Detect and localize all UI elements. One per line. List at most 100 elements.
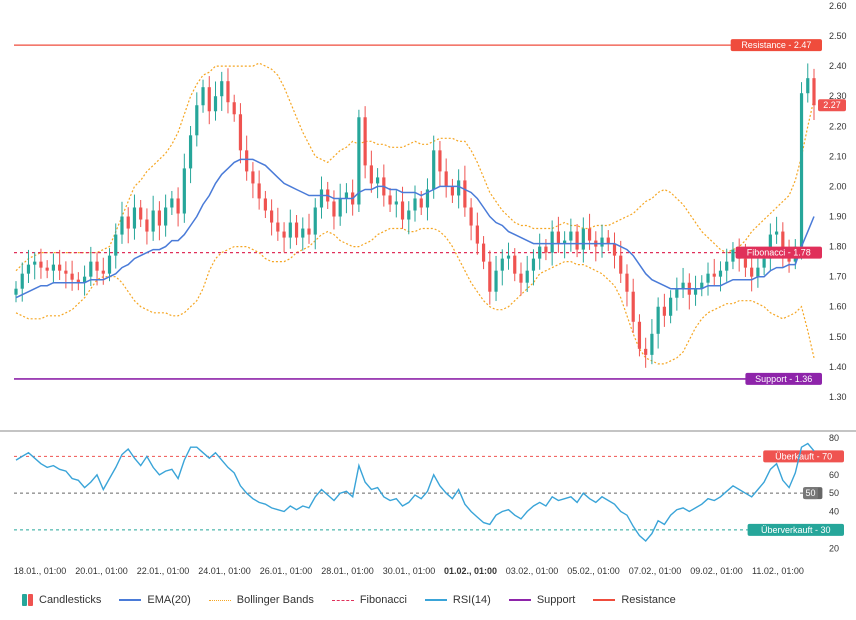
price-tick-label: 1.30 <box>829 392 847 402</box>
candlestick <box>706 262 710 296</box>
candle-body <box>575 231 579 250</box>
legend-item-fibonacci[interactable]: Fibonacci <box>331 594 407 606</box>
candlestick <box>245 135 249 181</box>
candle-body <box>14 288 18 295</box>
candle-body <box>270 210 274 223</box>
candlestick <box>101 257 105 285</box>
candlestick <box>213 81 218 121</box>
candle-body <box>450 186 455 196</box>
price-tick-label: 1.70 <box>829 272 847 282</box>
price-tick-label: 1.90 <box>829 212 847 222</box>
candle-body <box>213 96 218 112</box>
legend-label: Candlesticks <box>39 594 102 606</box>
candlestick <box>575 224 579 258</box>
candle-body <box>425 189 430 208</box>
candle-body <box>550 231 554 253</box>
candlestick <box>201 79 205 113</box>
rsi-level-tag <box>763 450 844 463</box>
candlestick <box>263 190 267 219</box>
price-tick-label: 1.40 <box>829 362 847 372</box>
candle-body <box>731 249 735 262</box>
legend-label: Fibonacci <box>359 594 407 606</box>
candlestick <box>207 76 211 125</box>
candle-body <box>600 237 604 247</box>
legend-item-rsi[interactable]: RSI(14) <box>424 594 491 606</box>
candle-body <box>569 231 573 241</box>
candle-body <box>500 258 504 271</box>
chart-canvas[interactable]: 1.30 1.40 1.50 1.60 1.70 1.80 1.90 2.00 2.10 2.20… <box>0 0 856 586</box>
candlestick <box>556 216 560 253</box>
candle-body <box>257 183 261 199</box>
candle-body <box>619 255 623 274</box>
candlestick <box>656 297 660 349</box>
candlestick <box>700 275 704 297</box>
last-price-label: 2.27 <box>823 100 841 110</box>
legend-item-ema[interactable]: EMA(20) <box>119 594 191 606</box>
candlestick <box>338 183 342 226</box>
candlestick <box>687 273 691 310</box>
candle-body <box>612 243 617 256</box>
candle-body <box>563 240 567 244</box>
candle-body <box>319 189 324 208</box>
legend-label: Support <box>536 594 576 606</box>
candlestick <box>107 248 112 282</box>
candlestick <box>382 164 386 207</box>
candle-body <box>226 81 230 103</box>
candlestick <box>500 249 504 286</box>
candle-body <box>718 270 723 277</box>
candle-body <box>251 171 255 184</box>
legend-item-candlesticks[interactable]: Candlesticks <box>22 594 101 606</box>
price-tick-label: 2.30 <box>829 91 847 101</box>
candlestick <box>494 255 498 302</box>
candle-body <box>463 180 467 208</box>
legend-label: EMA(20) <box>147 594 191 606</box>
candlestick <box>120 201 124 244</box>
candle-body <box>145 219 149 232</box>
legend-item-bollinger[interactable]: Bollinger Bands <box>208 594 314 606</box>
candle-body <box>725 261 729 271</box>
candlestick <box>294 215 299 246</box>
candlestick <box>363 106 367 179</box>
candle-body <box>768 234 772 259</box>
candlestick <box>170 190 174 216</box>
candlestick <box>151 195 155 241</box>
candlestick <box>76 272 80 291</box>
x-tick-label: 09.02., 01:00 <box>690 566 743 576</box>
bollinger-lower-line <box>15 227 815 365</box>
legend-item-support[interactable]: Support <box>508 594 576 606</box>
candle-body <box>438 150 442 172</box>
candle-body <box>276 222 280 232</box>
candlestick <box>475 212 479 255</box>
candlestick <box>26 249 31 283</box>
candle-body <box>475 225 479 244</box>
candle-body <box>182 168 186 214</box>
bollinger-upper-line <box>15 62 815 272</box>
candle-body <box>531 258 536 271</box>
rsi-tick-label: 20 <box>829 543 839 553</box>
candle-body <box>656 306 660 334</box>
price-tick-label: 1.60 <box>829 302 847 312</box>
legend-item-resistance[interactable]: Resistance <box>593 594 676 606</box>
candlestick <box>64 261 68 289</box>
candlestick <box>270 199 274 236</box>
candlestick <box>413 185 417 222</box>
candlestick <box>612 232 617 269</box>
candlestick <box>357 109 361 213</box>
ema-line <box>15 158 815 299</box>
level-tag-support <box>745 372 822 385</box>
x-tick-label: 05.02., 01:00 <box>567 566 620 576</box>
candlestick <box>220 71 224 111</box>
x-tick-label: 11.02., 01:00 <box>752 566 804 576</box>
candlestick <box>257 170 261 210</box>
rsi-level-tag-label: Überverkauft - 30 <box>761 525 831 535</box>
last-rsi-tag <box>803 487 818 500</box>
last-rsi-label: 50 <box>805 488 815 498</box>
candle-body <box>39 261 43 268</box>
candlestick <box>14 281 18 303</box>
candlestick <box>606 230 610 252</box>
x-tick-label: 22.01., 01:00 <box>137 566 190 576</box>
candle-body <box>344 192 349 199</box>
candlestick <box>51 253 56 284</box>
candle-body <box>525 270 529 283</box>
candle-body <box>76 279 80 283</box>
